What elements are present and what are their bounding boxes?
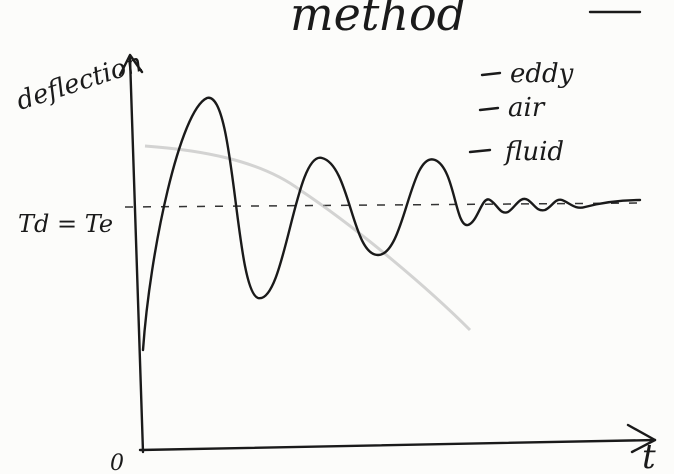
legend-dash (468, 148, 492, 154)
reference-line (124, 202, 641, 208)
response-curve (141, 96, 642, 352)
legend-label: air (508, 93, 546, 123)
legend-dash (480, 71, 502, 77)
x-arrow (626, 423, 657, 454)
legend-dash (478, 106, 500, 112)
x-axis-label: t (642, 437, 656, 474)
title: method (290, 0, 466, 41)
legend-label: fluid (503, 137, 564, 167)
legend-label: eddy (510, 59, 574, 89)
x-axis (138, 438, 657, 452)
reference-label: Td = Te (18, 210, 113, 238)
y-axis (128, 56, 145, 454)
origin-label: 0 (110, 451, 124, 474)
y-arrow (118, 53, 144, 77)
